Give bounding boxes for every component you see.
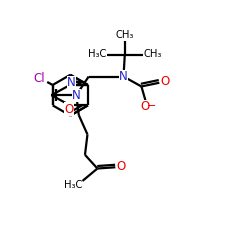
Text: CH₃: CH₃: [116, 30, 134, 40]
Text: O: O: [140, 100, 149, 113]
Text: N: N: [119, 70, 128, 83]
Text: N: N: [67, 76, 76, 89]
Text: O: O: [64, 102, 74, 116]
Text: N: N: [72, 89, 81, 102]
Text: Cl: Cl: [33, 72, 45, 85]
Text: O: O: [116, 160, 126, 172]
Text: H₃C: H₃C: [64, 180, 82, 190]
Text: −: −: [147, 101, 156, 111]
Text: CH₃: CH₃: [144, 49, 162, 59]
Text: H₃C: H₃C: [88, 49, 106, 59]
Text: O: O: [160, 75, 170, 88]
